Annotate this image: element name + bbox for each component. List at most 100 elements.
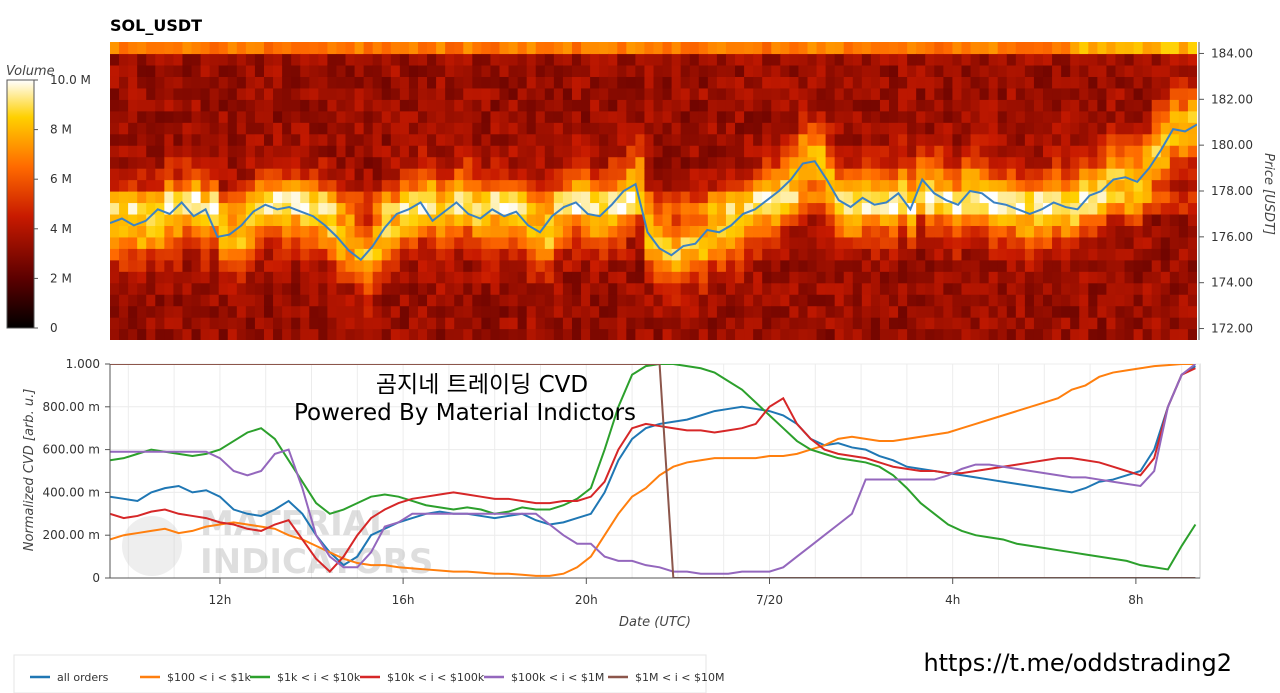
heatmap-cell xyxy=(372,305,383,318)
heatmap-cell xyxy=(526,179,537,192)
heatmap-cell xyxy=(245,236,256,249)
heatmap-cell xyxy=(979,317,990,330)
heatmap-cell xyxy=(816,64,827,77)
heatmap-cell xyxy=(961,317,972,330)
heatmap-cell xyxy=(436,191,446,204)
heatmap-cell xyxy=(780,225,790,238)
heatmap-cell xyxy=(490,202,501,215)
heatmap-cell xyxy=(635,156,646,169)
heatmap-cell xyxy=(1024,317,1035,330)
heatmap-cell xyxy=(744,168,754,181)
heatmap-cell xyxy=(254,42,265,55)
heatmap-cell xyxy=(599,168,609,181)
heatmap-cell xyxy=(182,294,193,307)
heatmap-cell xyxy=(617,87,627,100)
heatmap-cell xyxy=(1033,248,1044,261)
heatmap-cell xyxy=(372,191,383,204)
heatmap-cell xyxy=(825,305,836,318)
heatmap-cell xyxy=(979,133,990,146)
heatmap-cell xyxy=(354,87,365,100)
heatmap-cell xyxy=(390,53,401,66)
heatmap-cell xyxy=(1097,271,1108,284)
heatmap-cell xyxy=(571,76,582,89)
heatmap-cell xyxy=(436,156,446,169)
heatmap-cell xyxy=(1142,133,1153,146)
heatmap-cell xyxy=(119,225,129,238)
heatmap-cell xyxy=(1052,64,1062,77)
heatmap-cell xyxy=(390,145,401,158)
heatmap-cell xyxy=(1187,156,1197,169)
heatmap-cell xyxy=(390,99,401,112)
heatmap-cell xyxy=(164,305,175,318)
heatmap-cell xyxy=(436,294,446,307)
heatmap-cell xyxy=(436,236,446,249)
heatmap-cell xyxy=(870,213,881,226)
heatmap-cell xyxy=(916,64,926,77)
heatmap-cell xyxy=(182,145,193,158)
heatmap-cell xyxy=(526,259,537,272)
heatmap-cell xyxy=(626,213,636,226)
heatmap-cell xyxy=(707,168,718,181)
heatmap-cell xyxy=(662,202,673,215)
heatmap-cell xyxy=(209,133,220,146)
heatmap-cell xyxy=(245,282,256,295)
cvd-series-line xyxy=(110,364,1196,577)
heatmap-cell xyxy=(1097,122,1108,135)
heatmap-cell xyxy=(816,76,827,89)
heatmap-cell xyxy=(1097,168,1108,181)
heatmap-cell xyxy=(354,99,365,112)
heatmap-cell xyxy=(725,64,736,77)
heatmap-cell xyxy=(1061,179,1071,192)
heatmap-cell xyxy=(236,282,247,295)
heatmap-cell xyxy=(961,294,972,307)
telegram-link[interactable]: https://t.me/oddstrading2 xyxy=(923,649,1232,677)
heatmap-cell xyxy=(979,53,990,66)
heatmap-cell xyxy=(898,225,908,238)
heatmap-cell xyxy=(762,271,772,284)
heatmap-cell xyxy=(164,168,175,181)
heatmap-cell xyxy=(834,64,845,77)
heatmap-cell xyxy=(653,294,664,307)
heatmap-cell xyxy=(209,202,220,215)
heatmap-cell xyxy=(1079,145,1089,158)
heatmap-cell xyxy=(1106,87,1117,100)
heatmap-cell xyxy=(925,248,935,261)
heatmap-cell xyxy=(1178,122,1189,135)
heatmap-cell xyxy=(427,76,437,89)
heatmap-cell xyxy=(762,259,772,272)
heatmap-cell xyxy=(336,87,347,100)
heatmap-cell xyxy=(653,328,664,340)
heatmap-cell xyxy=(635,213,646,226)
heatmap-cell xyxy=(436,271,446,284)
heatmap-cell xyxy=(318,133,328,146)
heatmap-cell xyxy=(336,145,347,158)
heatmap-cell xyxy=(282,213,292,226)
heatmap-cell xyxy=(218,213,229,226)
heatmap-cell xyxy=(209,64,220,77)
heatmap-cell xyxy=(934,122,944,135)
heatmap-cell xyxy=(445,122,455,135)
heatmap-cell xyxy=(843,156,854,169)
heatmap-cell xyxy=(209,42,220,55)
heatmap-cell xyxy=(816,156,827,169)
heatmap-cell xyxy=(209,213,220,226)
heatmap-cell xyxy=(535,64,546,77)
heatmap-cell xyxy=(707,248,718,261)
heatmap-cell xyxy=(309,191,319,204)
heatmap-cell xyxy=(119,53,129,66)
heatmap-cell xyxy=(581,259,591,272)
heatmap-cell xyxy=(716,87,727,100)
heatmap-cell xyxy=(725,191,736,204)
heatmap-cell xyxy=(200,145,211,158)
heatmap-cell xyxy=(517,64,528,77)
heatmap-cell xyxy=(571,294,582,307)
heatmap-cell xyxy=(227,259,238,272)
heatmap-cell xyxy=(889,122,899,135)
heatmap-cell xyxy=(997,145,1008,158)
heatmap-cell xyxy=(110,305,120,318)
heatmap-cell xyxy=(1115,99,1126,112)
heatmap-cell xyxy=(164,122,175,135)
heatmap-cell xyxy=(1061,259,1071,272)
heatmap-cell xyxy=(1043,248,1053,261)
heatmap-cell xyxy=(988,191,999,204)
